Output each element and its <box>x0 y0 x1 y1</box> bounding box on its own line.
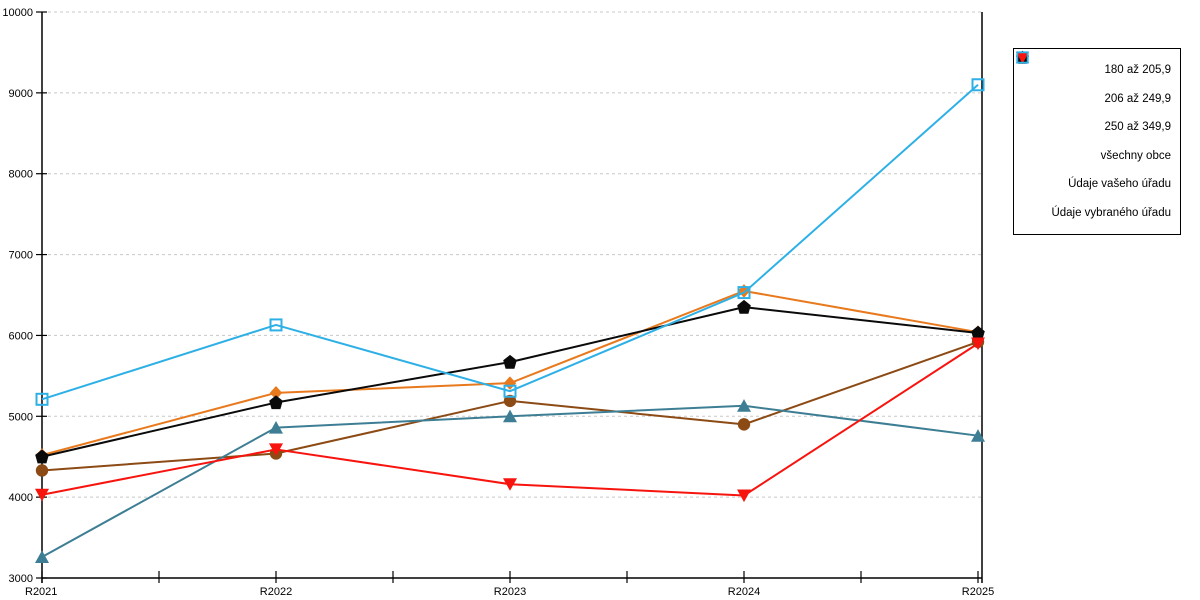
legend-item-label: 206 až 249,9 <box>1104 92 1171 105</box>
triangle-down-icon <box>269 443 283 457</box>
triangle-up-icon <box>737 399 751 412</box>
legend-item-label: 250 až 349,9 <box>1104 121 1171 134</box>
diamond-icon <box>737 284 751 298</box>
circle-icon <box>35 464 49 477</box>
diamond-icon <box>503 376 517 390</box>
square-open-icon <box>737 286 751 300</box>
triangle-up-icon <box>503 409 517 423</box>
triangle-up-icon <box>269 421 283 434</box>
legend-item-2: 250 až 349,9 <box>1015 51 1171 142</box>
legend-marker-swatch <box>1015 51 1030 64</box>
square-open-icon <box>971 78 985 92</box>
series-line-0 <box>41 289 979 457</box>
y-tick-label: 9000 <box>9 88 33 100</box>
square-open-icon <box>35 392 49 406</box>
x-tick-label: R2025 <box>962 586 994 598</box>
y-tick-label: 7000 <box>9 250 33 262</box>
legend-item-1: 206 až 249,9 <box>1016 51 1171 114</box>
legend-item-5: Údaje vybraného úřadu <box>1016 51 1171 228</box>
legend-item-3: všechny obce <box>1016 50 1171 171</box>
legend-item-label: všechny obce <box>1100 149 1171 162</box>
triangle-up-icon <box>35 550 49 563</box>
x-tick-label: R2023 <box>494 586 526 598</box>
y-tick-label: 4000 <box>9 492 33 504</box>
pentagon-icon <box>971 325 985 340</box>
square-open-icon <box>503 384 517 398</box>
triangle-down-icon <box>35 488 49 502</box>
triangle-down-icon <box>737 489 751 503</box>
pentagon-icon <box>737 299 751 314</box>
y-tick-label: 8000 <box>9 169 33 181</box>
diamond-icon <box>269 386 283 400</box>
triangle-down-icon <box>971 337 985 351</box>
x-tick-label: R2022 <box>260 586 292 598</box>
square-open-icon <box>1016 51 1029 64</box>
y-tick-label: 10000 <box>2 7 33 19</box>
pentagon-icon <box>35 449 49 464</box>
pentagon-icon <box>503 354 517 369</box>
circle-icon <box>503 394 517 408</box>
triangle-down-icon <box>503 478 517 491</box>
pentagon-icon <box>269 395 283 410</box>
x-tick-label: R2024 <box>728 586 760 598</box>
legend: 180 až 205,9 206 až 249,9 250 až 349,9 všec… <box>1013 48 1181 235</box>
square-open-icon <box>269 318 283 332</box>
legend-item-label: Údaje vašeho úřadu <box>1068 178 1171 191</box>
circle-icon <box>737 418 751 431</box>
legend-item-label: 180 až 205,9 <box>1104 64 1171 77</box>
legend-item-label: Údaje vybraného úřadu <box>1051 206 1171 219</box>
legend-marker-swatch <box>1016 51 1029 64</box>
legend-item-4: Údaje vašeho úřadu <box>1015 51 1171 199</box>
x-tick-label: R2021 <box>25 586 57 598</box>
y-tick-label: 3000 <box>9 573 33 585</box>
y-tick-label: 5000 <box>9 411 33 423</box>
triangle-down-icon <box>1015 51 1030 64</box>
triangle-up-icon <box>971 429 985 442</box>
series-line-5 <box>41 84 979 401</box>
legend-item-0: 180 až 205,9 <box>1016 51 1171 85</box>
y-tick-label: 6000 <box>9 330 33 342</box>
